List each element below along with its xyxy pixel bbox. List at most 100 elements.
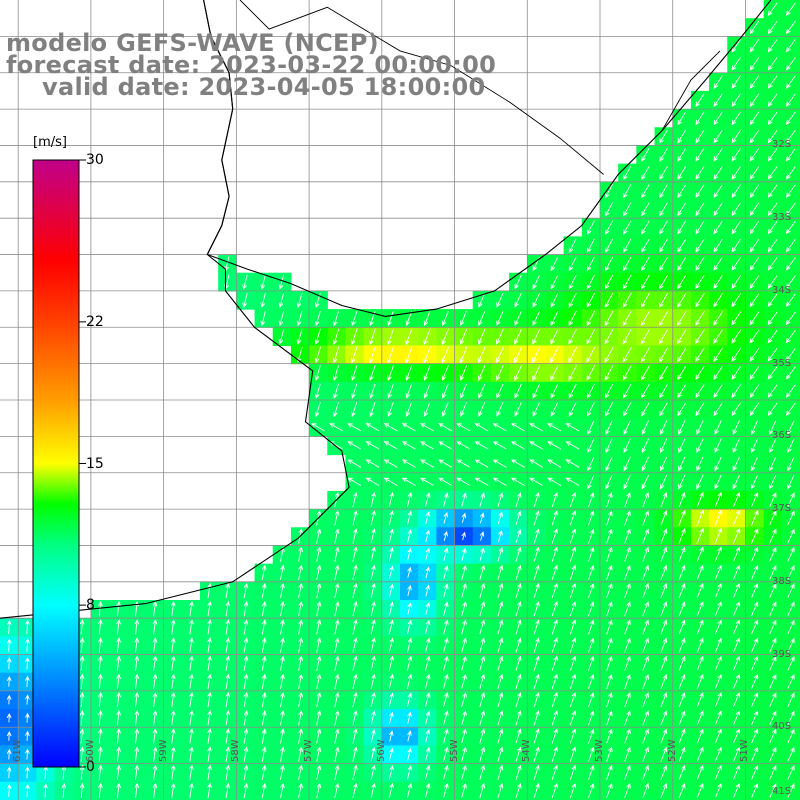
wind-arrow [152, 764, 158, 780]
wind-arrow [425, 547, 431, 561]
wind-arrow [787, 528, 795, 544]
wind-arrow [678, 491, 686, 508]
wind-arrow [749, 239, 760, 253]
wind-arrow [406, 492, 413, 508]
wind-arrow [334, 582, 340, 599]
wind-arrow [732, 601, 740, 617]
wind-arrow [261, 728, 267, 744]
wind-arrow [568, 328, 577, 345]
wind-arrow [533, 692, 540, 708]
wind-arrow [352, 582, 358, 599]
wind-arrow [586, 346, 596, 363]
wind-arrow [713, 166, 723, 180]
wind-arrow [243, 746, 249, 762]
wind-arrow [641, 438, 650, 454]
wind-arrow [606, 728, 613, 744]
wind-arrow [695, 384, 705, 399]
wind-arrow [370, 546, 376, 562]
wind-arrow [352, 764, 358, 780]
wind-arrow [25, 783, 30, 798]
wind-arrow [497, 673, 504, 690]
wind-arrow [316, 619, 322, 635]
latitude-label: 37S [772, 503, 792, 515]
wind-arrow [677, 402, 687, 417]
wind-arrow [767, 239, 778, 253]
wind-arrow [443, 565, 449, 580]
wind-arrow [401, 477, 416, 486]
wind-arrow [189, 655, 194, 671]
wind-arrow [695, 329, 705, 345]
wind-arrow [785, 130, 796, 144]
wind-arrow [533, 528, 540, 544]
wind-arrow [767, 366, 778, 380]
wind-arrow [678, 746, 686, 762]
wind-arrow [749, 184, 760, 198]
wind-arrow [640, 328, 650, 345]
wind-arrow [785, 311, 796, 326]
latitude-label: 41S [772, 786, 792, 797]
wind-arrow [787, 728, 795, 744]
wind-arrows [6, 2, 796, 799]
wind-arrow [606, 564, 613, 580]
wind-arrow [623, 220, 632, 235]
wind-arrow [588, 746, 595, 762]
wind-arrow [696, 783, 704, 798]
wind-arrow [529, 459, 544, 468]
wind-arrow [423, 311, 431, 327]
wind-arrow [280, 637, 285, 653]
wind-arrow [351, 310, 358, 327]
wind-arrow [333, 401, 339, 418]
wind-arrow [425, 746, 431, 762]
wind-arrow [405, 365, 413, 381]
wind-arrow [604, 310, 614, 327]
wind-arrow [514, 328, 523, 345]
wind-arrow [533, 510, 540, 526]
colorbar-tick-label: 22 [86, 313, 104, 330]
wind-arrow [586, 292, 595, 308]
wind-arrow [280, 564, 285, 580]
wind-arrow [134, 782, 140, 799]
wind-arrow [713, 402, 723, 417]
wind-arrow [750, 509, 759, 526]
wind-arrow [25, 730, 30, 742]
wind-arrow [334, 764, 340, 780]
wind-arrow [640, 347, 650, 363]
wind-arrow [732, 692, 740, 708]
wind-arrow [606, 528, 613, 544]
wind-arrow [732, 655, 740, 671]
wind-arrow [696, 619, 704, 635]
wind-arrow [152, 655, 158, 671]
wind-arrow [243, 764, 249, 780]
wind-arrow [659, 184, 668, 199]
latitude-label: 32S [772, 139, 792, 151]
wind-arrow [714, 420, 722, 435]
wind-arrow [714, 601, 722, 617]
wind-arrow [189, 600, 194, 617]
wind-arrow [696, 527, 704, 545]
wind-arrow [605, 256, 614, 272]
wind-arrow [388, 730, 394, 742]
wind-arrow [332, 328, 340, 345]
wind-arrow [565, 441, 580, 450]
wind-arrow [586, 238, 595, 253]
wind-arrow [280, 782, 285, 799]
wind-arrow [678, 546, 686, 562]
wind-arrow [588, 528, 595, 544]
wind-arrow [658, 347, 669, 363]
wind-arrow [261, 709, 267, 726]
wind-arrow [750, 456, 759, 472]
wind-arrow [586, 274, 595, 290]
wind-arrow [152, 728, 158, 744]
colorbar-tick-label: 30 [86, 152, 104, 168]
wind-arrow [496, 311, 504, 327]
wind-arrow [261, 655, 267, 671]
wind-arrow [732, 491, 741, 508]
wind-arrow [696, 692, 704, 708]
wind-arrow [749, 111, 760, 126]
wind-arrow [461, 673, 467, 690]
wind-arrow [207, 746, 212, 762]
wind-arrow [588, 564, 595, 580]
wind-arrow [134, 637, 140, 653]
wind-arrow [496, 402, 504, 417]
wind-arrow [606, 582, 613, 599]
